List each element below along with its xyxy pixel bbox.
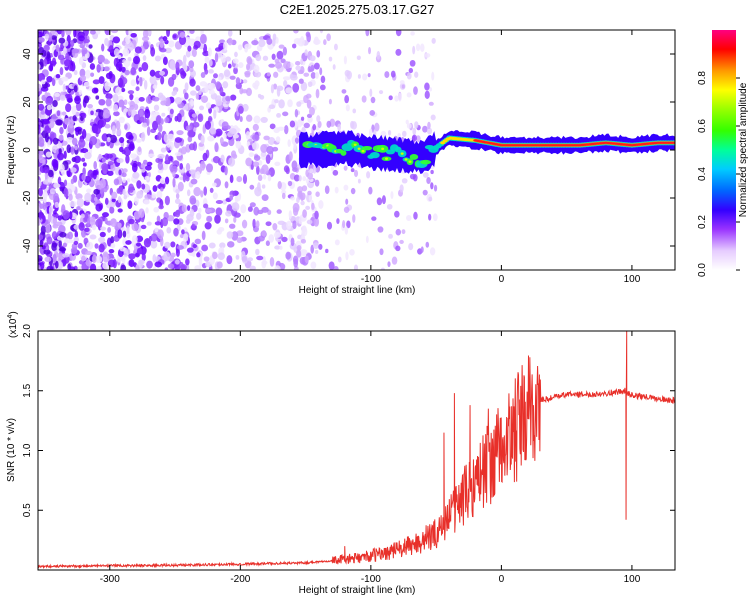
y-tick-label: 0 (22, 147, 33, 153)
heatmap-x-axis-label: Height of straight line (km) (299, 285, 416, 296)
x-tick-label: -300 (100, 274, 120, 285)
x-tick-label: 0 (499, 574, 505, 585)
snr-y-axis-label: SNR (10 * v/v) (6, 418, 17, 482)
x-tick-label: -200 (230, 274, 250, 285)
colorbar-tick-label: 0.6 (697, 119, 708, 133)
heatmap-y-axis-label: Frequency (Hz) (6, 116, 17, 185)
y-tick-label: 20 (22, 96, 33, 108)
colorbar-ticks: 0.0 0.2 0.4 0.6 0.8 (697, 71, 740, 277)
colorbar-tick-label: 0.0 (697, 263, 708, 277)
colorbar: 0.0 0.2 0.4 0.6 0.8 Normalized spectral ampl… (697, 30, 749, 277)
y-tick-label: 0.5 (22, 503, 33, 517)
y-tick-label: 40 (22, 48, 33, 60)
colorbar-gradient (712, 30, 736, 270)
colorbar-tick-label: 0.4 (697, 167, 708, 181)
y-tick-label: -20 (22, 190, 33, 205)
snr-y-multiplier: (x104) (7, 311, 19, 338)
x-tick-label: -300 (100, 574, 120, 585)
heatmap-cells (38, 30, 675, 270)
y-tick-label: 2.0 (22, 324, 33, 338)
y-tick-label: 1.0 (22, 443, 33, 457)
heatmap-y-ticks: -40 -20 0 20 40 (22, 48, 675, 253)
snr-multiplier-exponent: 4 (7, 315, 14, 319)
figure-title: C2E1.2025.275.03.17.G27 (280, 2, 435, 17)
svg-text:(x104): (x104) (7, 311, 19, 338)
colorbar-tick-label: 0.2 (697, 215, 708, 229)
x-tick-label: 100 (624, 574, 641, 585)
heatmap-x-ticks: -300 -200 -100 0 100 (100, 30, 641, 285)
y-tick-label: -40 (22, 238, 33, 253)
colorbar-tick-label: 0.8 (697, 71, 708, 85)
y-tick-label: 1.5 (22, 383, 33, 397)
x-tick-label: 0 (499, 274, 505, 285)
snr-multiplier-close: ) (8, 311, 19, 314)
snr-plot-area (38, 331, 675, 570)
x-tick-label: -100 (361, 274, 381, 285)
colorbar-label: Normalized spectral amplitude (738, 82, 749, 217)
snr-x-ticks: -300 -200 -100 0 100 (100, 331, 641, 585)
x-tick-label: -200 (230, 574, 250, 585)
snr-x-axis-label: Height of straight line (km) (299, 585, 416, 596)
snr-multiplier-base: (x10 (8, 318, 19, 338)
ridge-band-outer (299, 130, 675, 174)
snr-series-line (38, 331, 675, 570)
snr-frame (37, 330, 676, 571)
snr-panel: -300 -200 -100 0 100 0.5 1.0 1.5 2.0 Height of … (6, 311, 676, 596)
x-tick-label: -100 (361, 574, 381, 585)
x-tick-label: 100 (624, 274, 641, 285)
snr-y-ticks: 0.5 1.0 1.5 2.0 (22, 324, 675, 517)
